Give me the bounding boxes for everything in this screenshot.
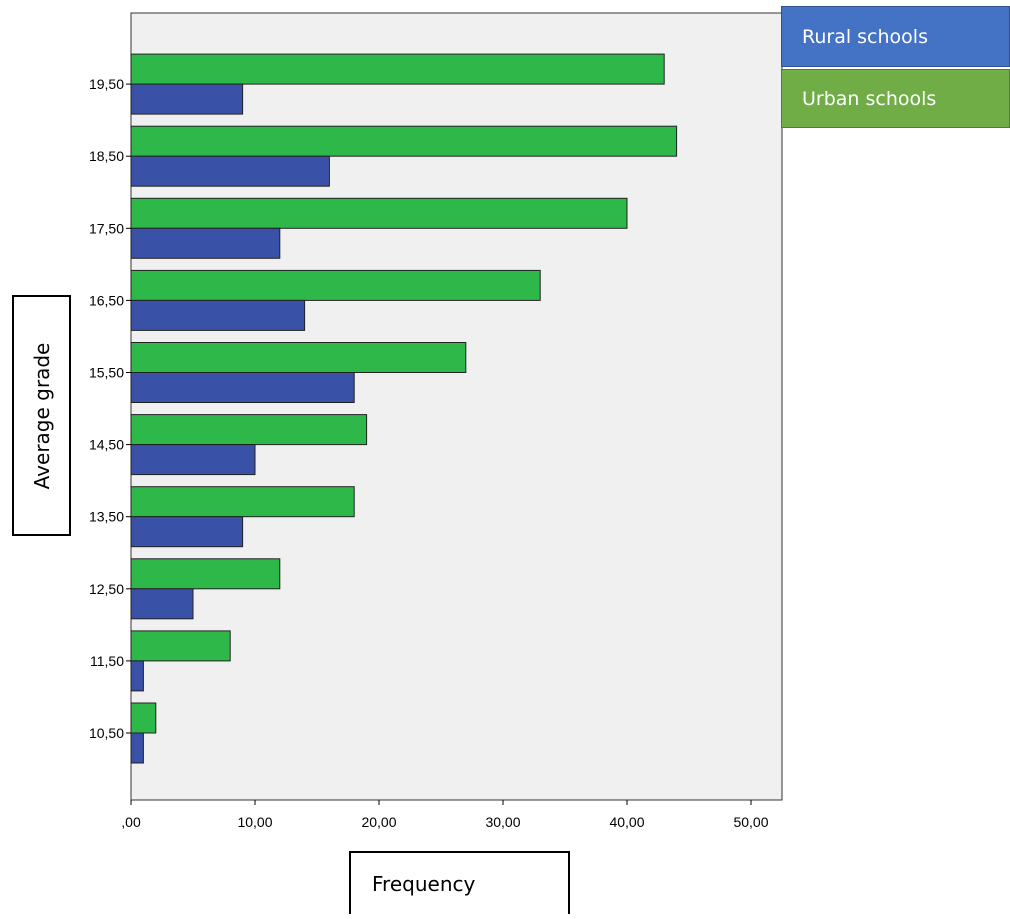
x-tick-label: 30,00 [485,814,520,830]
bar-rural-11-50 [130,660,144,692]
legend-item-urban-schools: Urban schools [781,69,1010,128]
bar-urban-14-50 [130,414,368,446]
y-tick-label: 19,50 [89,76,124,92]
legend-label-rural: Rural schools [802,25,928,48]
y-tick-label: 13,50 [89,509,124,525]
bar-urban-18-50 [130,125,678,157]
x-tick-label: 50,00 [733,814,768,830]
bar-rural-16-50 [130,299,306,331]
bar-rural-12-50 [130,588,194,620]
x-tick-label: 40,00 [609,814,644,830]
bars-group [130,53,678,764]
y-axis-label: Average grade [29,342,54,489]
y-tick-label: 15,50 [89,365,124,381]
x-axis-label: Frequency [372,871,476,896]
y-tick-label: 18,50 [89,148,124,164]
y-tick-label: 10,50 [89,725,124,741]
bar-urban-16-50 [130,269,541,301]
bar-urban-13-50 [130,486,355,518]
y-axis: 10,50 11,50 12,50 13,50 14,50 15,50 16,50 17,50… [89,76,131,741]
y-tick-label: 11,50 [90,653,124,669]
bar-rural-17-50 [130,227,281,259]
x-tick-label: 20,00 [361,814,396,830]
bar-urban-12-50 [130,558,281,590]
legend-label-urban: Urban schools [802,87,937,110]
x-tick-label: 10,00 [237,814,272,830]
bar-urban-10-50 [130,702,157,734]
x-tick-label: ,00 [121,814,141,830]
bar-rural-18-50 [130,155,330,187]
bar-rural-19-50 [130,83,244,115]
bar-rural-13-50 [130,516,244,548]
bar-rural-10-50 [130,732,144,764]
y-tick-label: 16,50 [89,292,124,308]
bar-rural-14-50 [130,444,256,476]
bar-rural-15-50 [130,372,355,403]
y-tick-label: 14,50 [89,437,124,453]
x-axis-label-box: Frequency [349,851,570,914]
x-axis: ,00 10,00 20,00 30,00 40,00 50,00 [121,800,769,830]
bar-urban-15-50 [130,342,467,373]
y-tick-label: 12,50 [89,581,124,597]
bar-urban-19-50 [130,53,665,85]
legend-item-rural-schools: Rural schools [781,6,1010,67]
bar-urban-17-50 [130,197,628,229]
y-axis-label-box: Average grade [12,295,71,536]
y-tick-label: 17,50 [89,220,124,236]
bar-urban-11-50 [130,630,231,662]
